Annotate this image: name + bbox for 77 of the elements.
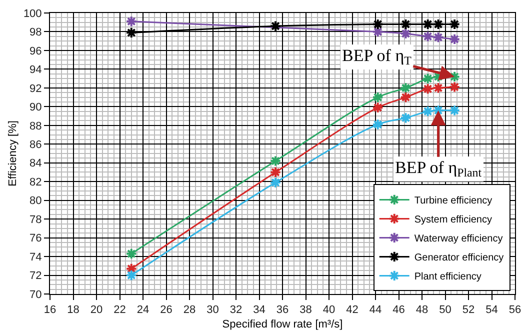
point [432, 32, 444, 44]
legend-label: Turbine efficiency [414, 196, 492, 207]
point [448, 81, 460, 93]
annotation: BEP of η$_{Plant}$ [395, 158, 482, 180]
y-tick-label: 90 [30, 102, 42, 114]
point [372, 26, 384, 38]
point [448, 33, 460, 46]
y-tick-label: 96 [30, 45, 42, 58]
legend-label: Plant efficiency [414, 272, 482, 283]
x-tick-label: 22 [114, 304, 126, 316]
point [400, 92, 412, 104]
legend-label: System efficiency [414, 214, 492, 226]
point [422, 72, 434, 84]
y-tick-label: 86 [30, 138, 42, 151]
point [400, 28, 412, 40]
point [126, 248, 138, 260]
y-tick-label: 98 [30, 26, 42, 39]
point [126, 269, 138, 282]
point [422, 18, 434, 30]
x-tick-label: 44 [369, 304, 382, 316]
y-tick-label: 76 [30, 232, 42, 245]
point [400, 18, 412, 30]
y-tick-label: 84 [30, 158, 42, 170]
x-tick-label: 28 [183, 304, 196, 316]
x-tick-label: 42 [346, 304, 358, 316]
point [422, 106, 434, 118]
x-tick-label: 46 [392, 304, 405, 316]
x-tick-label: 18 [67, 304, 80, 316]
point [270, 176, 282, 188]
x-tick-label: 50 [439, 304, 452, 316]
y-tick-label: 80 [30, 195, 42, 208]
y-axis-title: Efficiency [%] [7, 120, 20, 186]
y-tick-label: 70 [30, 288, 42, 301]
point [126, 16, 138, 28]
legend-label: Generator efficiency [414, 252, 504, 264]
y-tick-label: 92 [30, 82, 42, 95]
point [432, 82, 444, 94]
x-tick-label: 56 [508, 304, 522, 316]
point [432, 18, 444, 30]
point [270, 155, 282, 167]
x-tick-label: 54 [486, 304, 498, 316]
x-tick-label: 30 [206, 304, 219, 316]
point [448, 104, 460, 116]
point [400, 82, 412, 94]
y-tick-label: 74 [30, 251, 42, 264]
x-tick-label: 32 [230, 304, 242, 316]
y-tick-label: 72 [30, 270, 42, 282]
point [372, 92, 384, 104]
x-axis-title: Specified flow rate [m³/s] [222, 318, 343, 330]
x-tick-label: 36 [276, 304, 289, 316]
x-tick-label: 16 [44, 304, 56, 316]
x-tick-label: 24 [136, 304, 150, 316]
x-tick-label: 40 [322, 304, 336, 316]
point [126, 26, 138, 38]
x-tick-label: 20 [90, 304, 103, 316]
point [372, 102, 384, 114]
y-tick-label: 94 [30, 64, 42, 76]
point [448, 18, 460, 30]
x-tick-label: 34 [253, 304, 266, 316]
point [448, 70, 460, 82]
y-tick-label: 78 [30, 214, 42, 226]
x-tick-label: 48 [416, 304, 428, 316]
y-tick-label: 88 [30, 120, 42, 132]
x-tick-label: 38 [300, 304, 312, 316]
x-tick-label: 26 [160, 304, 172, 316]
point [270, 166, 282, 178]
y-tick-label: 100 [23, 8, 42, 20]
point [422, 30, 434, 42]
annotation: BEP of η$_{T}$ [342, 46, 412, 68]
x-tick-label: 52 [462, 304, 475, 316]
legend-label: Waterway efficiency [414, 234, 503, 245]
point [422, 83, 434, 95]
point [372, 118, 384, 130]
point [400, 112, 412, 124]
point [372, 18, 384, 30]
y-tick-label: 82 [30, 176, 42, 188]
point [270, 20, 282, 32]
